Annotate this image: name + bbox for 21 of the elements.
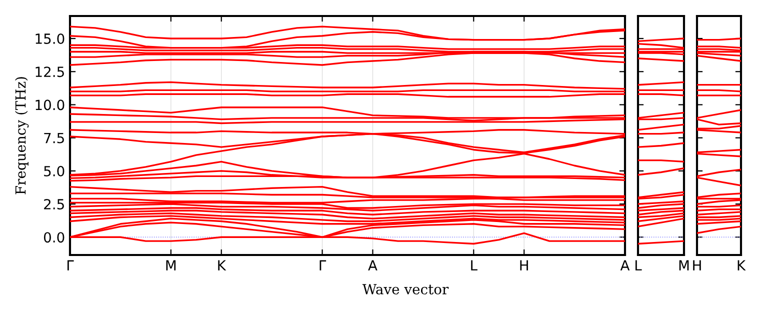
x-tick-label: A bbox=[620, 260, 630, 270]
y-tick-label: 0.0 bbox=[44, 232, 64, 243]
x-tick-label: L bbox=[635, 260, 642, 270]
y-axis-title: Frequency (THz) bbox=[15, 77, 29, 194]
x-tick-label: H bbox=[520, 260, 528, 270]
y-tick-label: 2.5 bbox=[44, 198, 64, 210]
y-tick-label: 15.0 bbox=[36, 33, 64, 44]
x-tick-label: L bbox=[471, 260, 478, 270]
y-tick-label: 7.5 bbox=[44, 132, 64, 144]
x-tick-label: Γ bbox=[67, 260, 74, 270]
x-tick-label: M bbox=[166, 260, 176, 270]
x-tick-label: Γ bbox=[320, 260, 326, 270]
x-tick-label: K bbox=[738, 260, 746, 270]
x-tick-label: H bbox=[693, 260, 701, 270]
y-tick-label: 12.5 bbox=[36, 66, 64, 78]
x-tick-label: K bbox=[218, 260, 226, 270]
x-tick-label: M bbox=[679, 260, 689, 270]
y-tick-label: 5.0 bbox=[44, 166, 64, 176]
x-tick-label: A bbox=[368, 260, 378, 270]
y-tick-label: 10.0 bbox=[36, 100, 64, 110]
x-axis-title: Wave vector bbox=[362, 284, 449, 294]
